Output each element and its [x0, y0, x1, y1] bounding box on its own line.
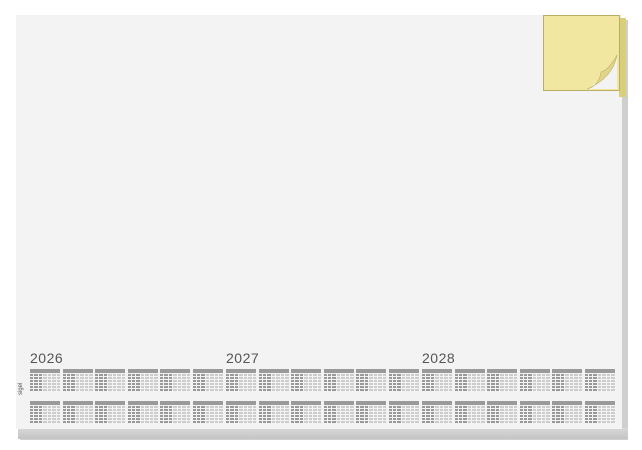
month-grid — [552, 401, 582, 426]
month-grid — [454, 369, 485, 394]
month-grid — [584, 369, 615, 394]
month-grid — [323, 369, 354, 394]
month-grid — [454, 401, 485, 426]
page-curl-icon — [586, 54, 618, 90]
month-grid — [487, 401, 517, 426]
month-grid — [95, 401, 125, 426]
month-grid — [487, 369, 517, 394]
sticky-note-edge — [619, 18, 626, 97]
month-grid — [160, 401, 190, 426]
month-grid — [160, 369, 190, 394]
month-grid — [258, 401, 289, 426]
year-label: 2027 — [226, 350, 260, 366]
month-grid — [422, 401, 452, 426]
month-grid — [95, 369, 125, 394]
month-grid — [226, 401, 256, 426]
month-grid — [356, 369, 386, 394]
month-grid — [127, 401, 158, 426]
year-label: 2028 — [422, 350, 456, 366]
year-label: 2026 — [30, 350, 64, 366]
month-grid — [258, 369, 289, 394]
month-grid — [356, 401, 386, 426]
month-grid — [291, 369, 321, 394]
month-grid — [192, 369, 223, 394]
pad-bottom-edge — [18, 428, 628, 439]
month-grid — [226, 369, 256, 394]
month-grid — [30, 401, 60, 426]
month-grid — [584, 401, 615, 426]
desk-pad — [16, 15, 622, 429]
month-grid — [519, 401, 550, 426]
month-grid — [127, 369, 158, 394]
month-grid — [552, 369, 582, 394]
month-grid — [291, 401, 321, 426]
month-grid — [388, 401, 419, 426]
month-grid — [30, 369, 60, 394]
month-grid — [323, 401, 354, 426]
month-grid — [519, 369, 550, 394]
month-grid — [422, 369, 452, 394]
month-grid — [192, 401, 223, 426]
month-grid — [388, 369, 419, 394]
sticky-note[interactable] — [543, 15, 620, 91]
month-grid — [62, 369, 93, 394]
month-grid — [62, 401, 93, 426]
brand-logo: sigel — [18, 382, 24, 395]
